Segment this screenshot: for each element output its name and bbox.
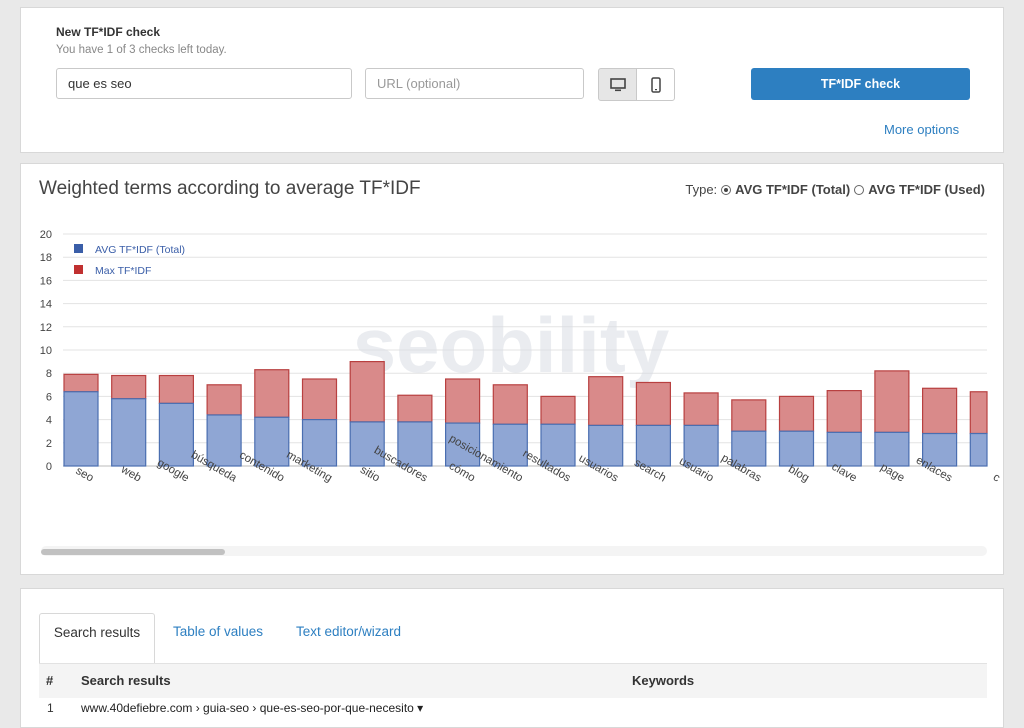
bar-max-tfidf [206,384,242,416]
mobile-icon [650,76,661,93]
bar-avg-tfidf [349,421,385,467]
keyword-input[interactable]: que es seo [56,68,352,99]
legend-label-max: Max TF*IDF [95,265,151,277]
bar-max-tfidf [445,378,481,424]
results-table-header: # Search results Keywords [39,663,987,698]
chart-title: Weighted terms according to average TF*I… [39,178,421,199]
bar-max-tfidf [683,392,719,426]
results-panel: Search results Table of values Text edit… [20,588,1004,728]
legend-label-avg: AVG TF*IDF (Total) [95,244,185,256]
bar-avg-tfidf [301,419,338,467]
bar-avg-tfidf [540,423,576,467]
bar-avg-tfidf [397,421,433,467]
table-row[interactable]: 1 www.40defiebre.com › guia-seo › que-es… [39,697,987,717]
y-tick-label: 14 [40,299,52,311]
desktop-icon [609,77,626,91]
x-tick-label: c [991,471,1002,484]
type-selector: Type: AVG TF*IDF (Total) AVG TF*IDF (Use… [685,182,985,197]
watermark: seobility [353,301,669,389]
y-tick-label: 10 [40,345,52,357]
y-tick-label: 0 [46,461,52,473]
bar-max-tfidf [588,376,624,426]
col-keywords: Keywords [632,673,695,688]
y-tick-label: 2 [46,438,52,450]
type-option-used[interactable]: AVG TF*IDF (Used) [868,182,985,197]
url-input[interactable]: URL (optional) [365,68,584,99]
radio-avg-total[interactable] [721,184,732,195]
row-url[interactable]: www.40defiebre.com › guia-seo › que-es-s… [81,701,424,715]
radio-avg-used[interactable] [854,184,865,195]
bar-max-tfidf [111,374,147,400]
y-tick-label: 18 [40,252,52,264]
new-check-panel: New TF*IDF check You have 1 of 3 checks … [20,7,1004,153]
bar-max-tfidf [158,374,194,404]
tab-text-editor[interactable]: Text editor/wizard [296,624,402,639]
bar-max-tfidf [349,361,385,423]
y-tick-label: 8 [46,368,52,380]
col-search-results: Search results [81,673,171,688]
bar-avg-tfidf [111,398,147,467]
chart-scrollbar-thumb[interactable] [41,549,225,555]
col-index: # [46,673,54,688]
bar-max-tfidf [969,391,988,435]
bar-avg-tfidf [683,424,719,467]
legend-swatch-avg [74,244,83,253]
bar-max-tfidf [731,399,767,432]
x-tick-label: sitio [358,464,382,485]
bar-avg-tfidf [158,402,194,467]
bar-max-tfidf [63,373,99,393]
bar-max-tfidf [826,390,862,433]
desktop-toggle-button[interactable] [598,68,637,101]
bar-avg-tfidf [826,431,862,467]
y-tick-label: 12 [40,322,52,334]
bar-max-tfidf [397,394,433,423]
tfidf-check-button[interactable]: TF*IDF check [751,68,970,100]
chart-scrollbar-track[interactable] [41,546,987,556]
tab-table-of-values[interactable]: Table of values [173,624,264,639]
y-tick-label: 6 [46,391,52,403]
tab-search-results[interactable]: Search results [39,613,155,663]
legend-swatch-max [74,265,83,274]
bar-avg-tfidf [921,432,958,467]
bar-max-tfidf [254,369,290,418]
checks-left-text: You have 1 of 3 checks left today. [56,44,227,56]
more-options-link[interactable]: More options [884,122,960,137]
bar-avg-tfidf [206,414,242,467]
bar-max-tfidf [540,395,576,425]
bar-max-tfidf [778,395,815,432]
type-label: Type: [685,182,718,197]
bar-avg-tfidf [874,431,910,467]
y-tick-label: 4 [46,415,52,427]
bar-avg-tfidf [635,424,672,467]
bar-avg-tfidf [492,423,528,467]
bar-avg-tfidf [254,416,290,467]
bar-max-tfidf [492,384,528,425]
bar-max-tfidf [921,387,958,435]
check-title: New TF*IDF check [56,25,161,39]
bar-avg-tfidf [63,391,99,467]
y-tick-label: 16 [40,275,52,287]
chart-panel: 0 2 4 6 8 10 12 14 16 18 20 seobility seo web google bú… [20,163,1004,575]
y-tick-label: 20 [40,229,52,241]
bar-max-tfidf [635,381,672,426]
bar-avg-tfidf [731,430,767,467]
mobile-toggle-button[interactable] [636,68,675,101]
bar-avg-tfidf [445,422,481,467]
bar-avg-tfidf [969,432,988,467]
bar-max-tfidf [301,378,338,421]
x-tick-label: seo [73,465,95,485]
bar-max-tfidf [874,370,910,433]
type-option-total[interactable]: AVG TF*IDF (Total) [735,182,851,197]
bar-avg-tfidf [588,424,624,467]
bar-avg-tfidf [778,430,815,467]
row-index: 1 [47,701,54,715]
